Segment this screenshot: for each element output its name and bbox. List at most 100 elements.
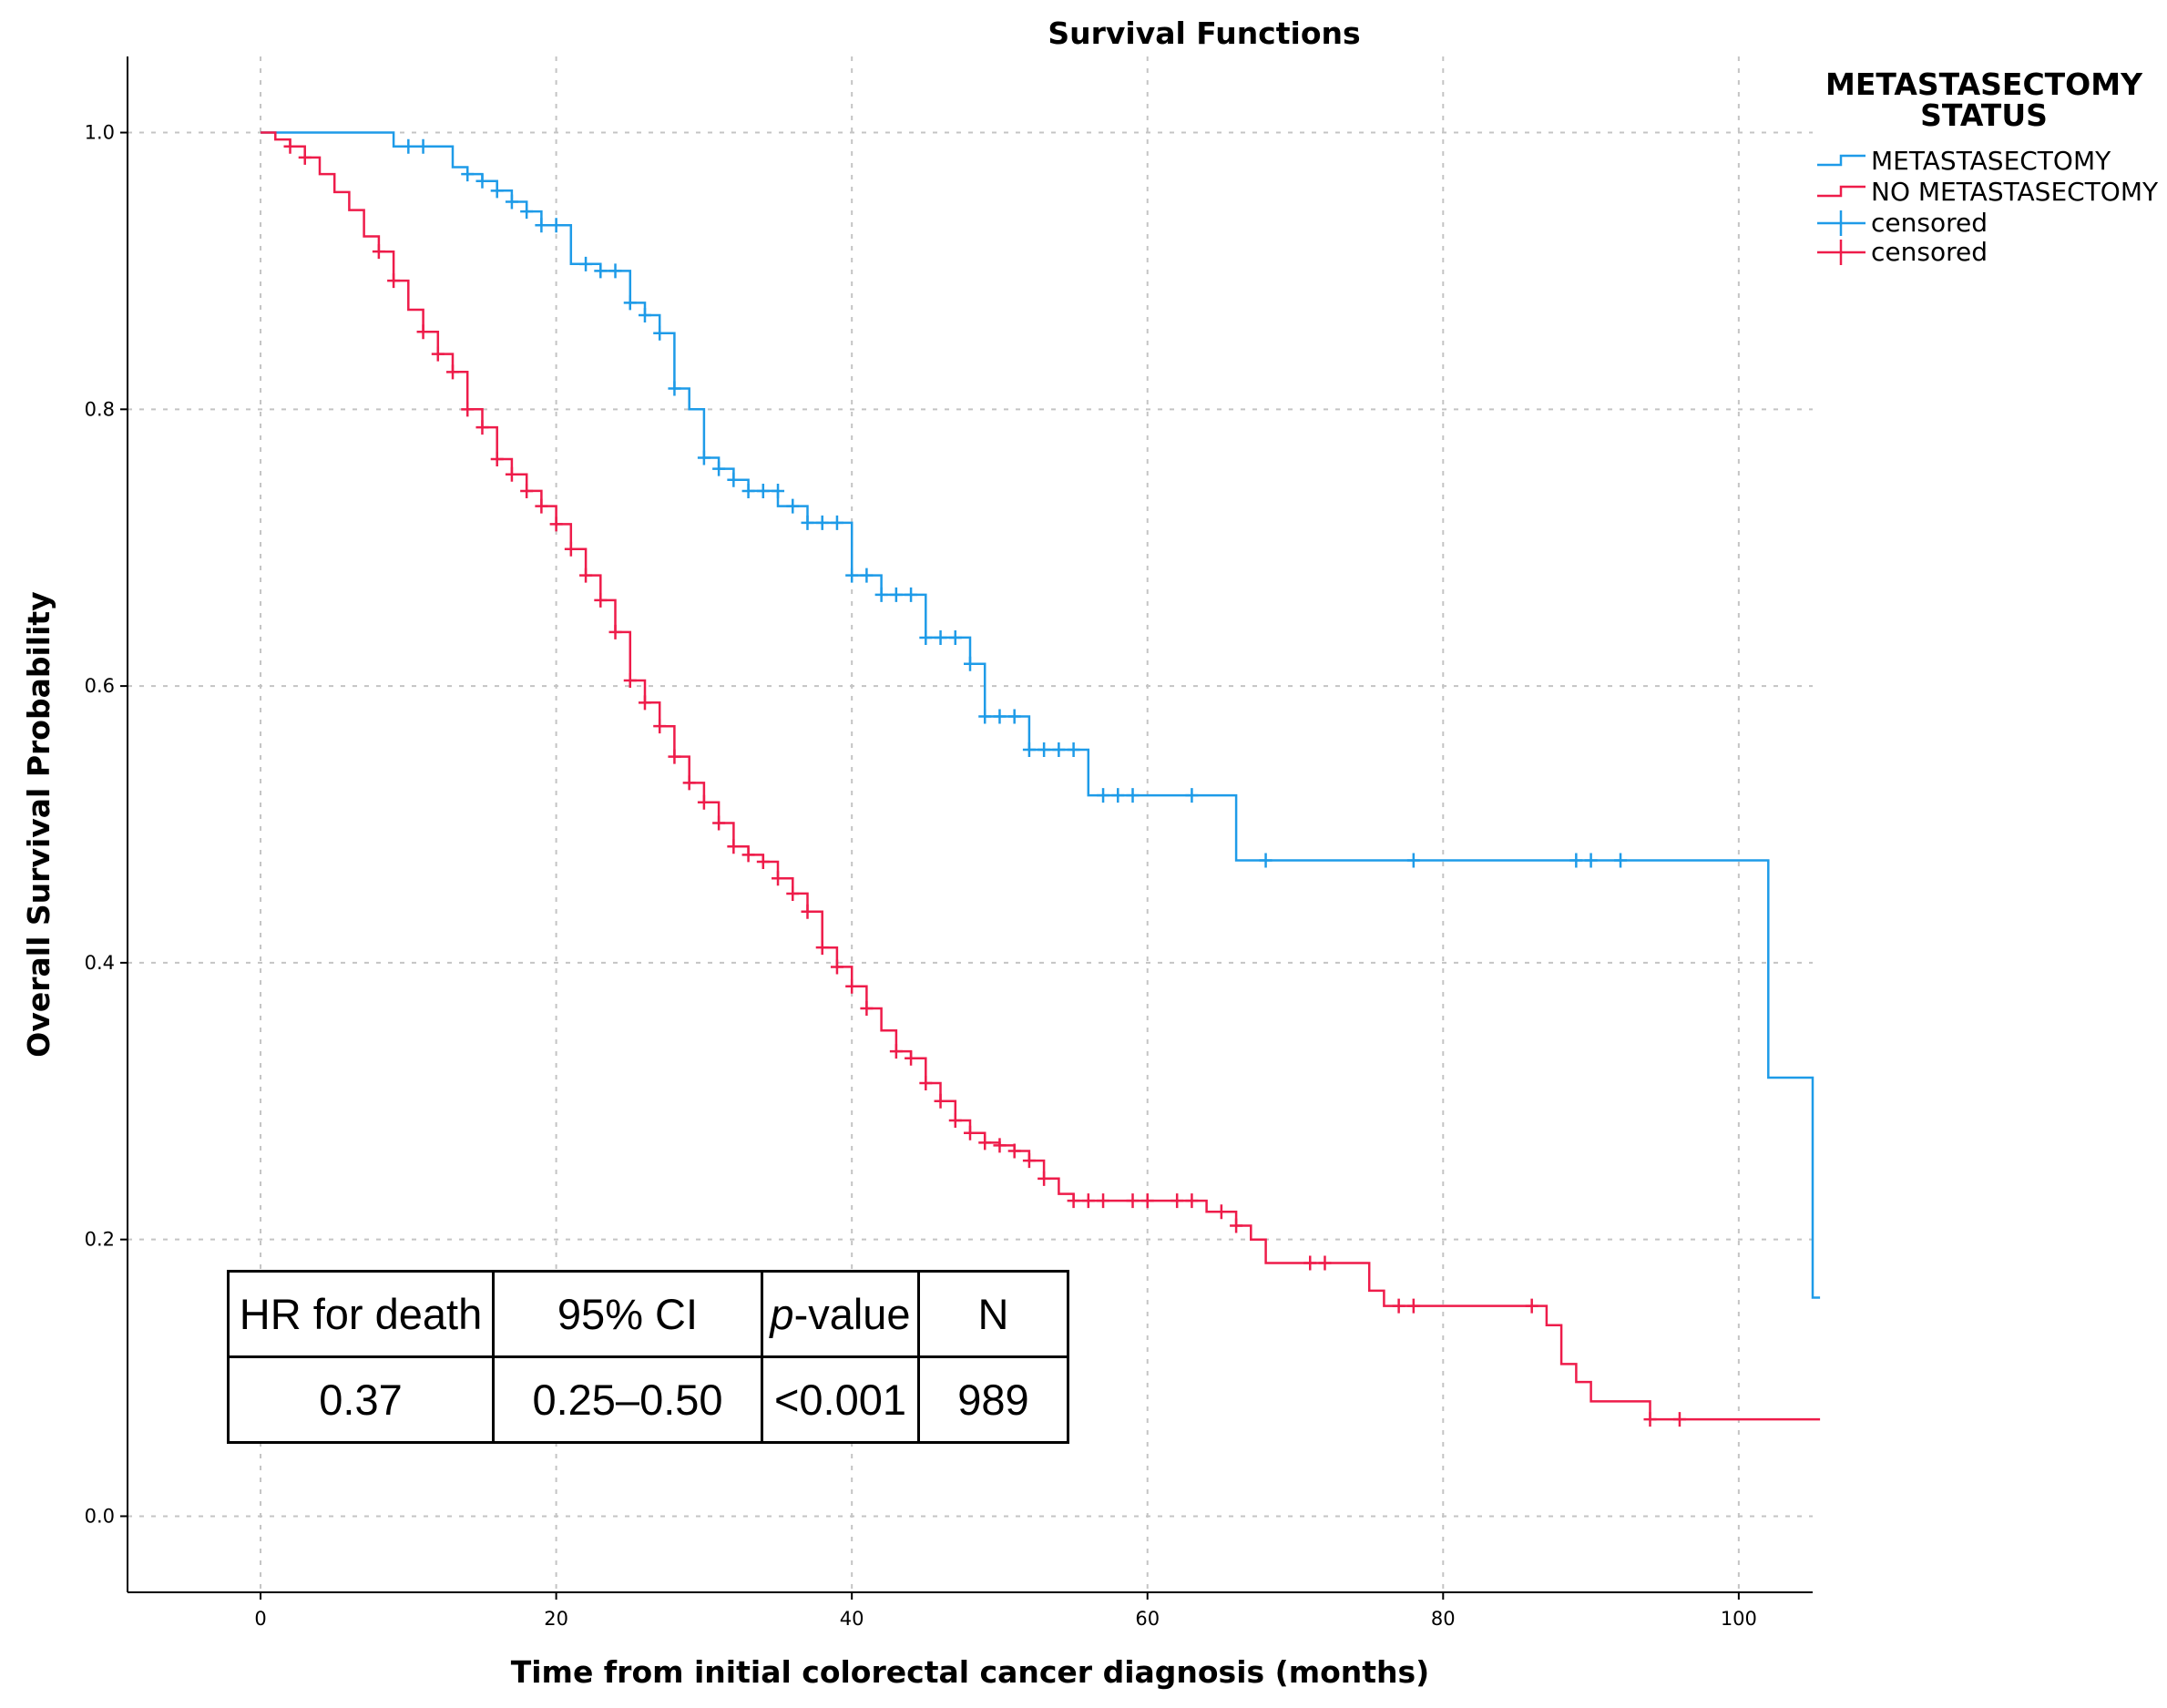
censor-mark-no-metastasectomy	[1126, 1193, 1140, 1209]
n-value-cell: 989	[917, 1355, 1069, 1444]
censor-mark-no-metastasectomy	[564, 541, 578, 557]
censor-mark-no-metastasectomy	[535, 498, 548, 514]
x-tick-label: 60	[1135, 1608, 1160, 1630]
survival-line-metastasectomy	[261, 131, 1821, 1299]
censor-mark-no-metastasectomy	[815, 940, 829, 956]
censor-mark-metastasectomy	[1038, 741, 1051, 757]
legend-label-censored-blue: censored	[1871, 208, 1988, 238]
legend-title-line1: METASTASECTOMY	[1825, 66, 2143, 102]
censor-mark-metastasectomy	[1007, 709, 1021, 724]
censor-mark-no-metastasectomy	[712, 815, 726, 831]
censor-mark-metastasectomy	[608, 263, 622, 279]
censor-mark-no-metastasectomy	[1230, 1218, 1243, 1233]
censor-mark-no-metastasectomy	[668, 749, 681, 764]
censor-mark-metastasectomy	[520, 204, 534, 220]
censor-mark-metastasectomy	[638, 308, 651, 323]
censor-mark-no-metastasectomy	[682, 775, 696, 791]
censor-mark-no-metastasectomy	[1643, 1412, 1657, 1427]
censor-mark-metastasectomy	[845, 568, 859, 583]
censor-mark-no-metastasectomy	[964, 1125, 976, 1140]
censor-mark-metastasectomy	[594, 263, 608, 279]
survival-curves	[261, 131, 1821, 1427]
hr-value-cell: 0.37	[227, 1355, 495, 1444]
censor-mark-metastasectomy	[889, 587, 903, 602]
censor-mark-no-metastasectomy	[860, 1001, 874, 1017]
censor-mark-no-metastasectomy	[934, 1093, 947, 1109]
censor-mark-no-metastasectomy	[889, 1044, 903, 1059]
censor-mark-metastasectomy	[549, 218, 563, 233]
censor-mark-metastasectomy	[772, 483, 785, 498]
axis-ticks: 0 20 40 60 80 100 0.0 0.2 0.4 0.6 0.8 1.0	[85, 122, 1757, 1630]
censor-mark-metastasectomy	[535, 218, 548, 233]
censor-mark-no-metastasectomy	[594, 592, 608, 608]
censor-mark-metastasectomy	[934, 629, 947, 645]
censor-mark-no-metastasectomy	[756, 854, 770, 870]
censor-mark-no-metastasectomy	[1067, 1193, 1080, 1209]
censor-mark-no-metastasectomy	[579, 568, 593, 583]
censor-mark-metastasectomy	[402, 138, 415, 154]
censor-mark-metastasectomy	[475, 173, 489, 189]
censor-mark-no-metastasectomy	[1007, 1143, 1021, 1159]
censor-mark-no-metastasectomy	[830, 959, 843, 975]
censor-mark-no-metastasectomy	[801, 904, 814, 919]
censor-mark-metastasectomy	[1406, 853, 1420, 868]
censor-mark-metastasectomy	[874, 587, 888, 602]
censor-mark-no-metastasectomy	[431, 346, 445, 362]
censor-mark-no-metastasectomy	[1185, 1193, 1199, 1209]
censor-mark-no-metastasectomy	[919, 1076, 933, 1091]
p-value-cell: <0.001	[761, 1355, 920, 1444]
censor-mark-metastasectomy	[668, 381, 681, 396]
censor-mark-no-metastasectomy	[446, 364, 460, 380]
censor-mark-metastasectomy	[461, 167, 475, 182]
censor-mark-no-metastasectomy	[1303, 1255, 1317, 1271]
y-tick-label: 1.0	[85, 122, 115, 144]
censor-mark-metastasectomy	[993, 709, 1007, 724]
censor-mark-metastasectomy	[756, 483, 770, 498]
censor-mark-metastasectomy	[490, 183, 504, 199]
censor-mark-no-metastasectomy	[1672, 1412, 1686, 1427]
censor-mark-no-metastasectomy	[416, 324, 430, 340]
legend-symbol-censored-red	[1817, 240, 1865, 265]
x-tick-label: 80	[1431, 1608, 1456, 1630]
x-tick-label: 0	[254, 1608, 266, 1630]
censor-mark-no-metastasectomy	[461, 402, 475, 417]
censor-mark-no-metastasectomy	[845, 978, 859, 994]
censor-mark-no-metastasectomy	[948, 1113, 962, 1129]
censor-mark-no-metastasectomy	[1406, 1298, 1420, 1314]
ci-header-cell: 95% CI	[492, 1270, 763, 1358]
legend-label-censored-red: censored	[1871, 237, 1988, 267]
hr-table-header-row: HR for death 95% CI p-value N	[227, 1270, 1069, 1358]
censor-mark-metastasectomy	[505, 194, 518, 210]
censor-mark-no-metastasectomy	[1318, 1255, 1332, 1271]
censor-mark-metastasectomy	[1614, 853, 1628, 868]
legend-symbol-censored-blue	[1817, 210, 1865, 236]
p-value-header-cell: p-value	[761, 1270, 920, 1358]
censor-mark-no-metastasectomy	[1170, 1193, 1184, 1209]
hr-table-value-row: 0.37 0.25–0.50 <0.001 989	[227, 1355, 1069, 1444]
chart-title: Survival Functions	[1048, 15, 1360, 51]
hazard-ratio-table: HR for death 95% CI p-value N 0.37 0.25–…	[227, 1270, 1069, 1444]
censor-mark-metastasectomy	[653, 325, 667, 341]
censor-mark-no-metastasectomy	[786, 885, 800, 901]
x-tick-label: 20	[544, 1608, 568, 1630]
censor-mark-no-metastasectomy	[978, 1135, 992, 1151]
legend-symbol-metastasectomy-step	[1817, 154, 1865, 167]
censor-mark-no-metastasectomy	[993, 1138, 1007, 1153]
legend: METASTASECTOMY STATUS METASTASECTOMY NO …	[1817, 66, 2159, 267]
censor-mark-metastasectomy	[1259, 853, 1273, 868]
censor-mark-metastasectomy	[801, 515, 814, 530]
censor-mark-no-metastasectomy	[490, 452, 504, 467]
y-tick-label: 0.2	[85, 1229, 115, 1251]
censor-mark-metastasectomy	[1185, 788, 1199, 803]
censor-mark-no-metastasectomy	[1022, 1153, 1036, 1169]
p-value-header-suffix: -value	[793, 1290, 911, 1338]
censor-mark-no-metastasectomy	[608, 624, 622, 639]
censor-mark-no-metastasectomy	[727, 839, 741, 854]
censor-mark-metastasectomy	[1022, 741, 1036, 757]
censor-mark-metastasectomy	[978, 709, 992, 724]
y-tick-label: 0.4	[85, 952, 115, 974]
censor-mark-metastasectomy	[1067, 741, 1080, 757]
censor-mark-no-metastasectomy	[1392, 1298, 1405, 1314]
censor-mark-no-metastasectomy	[1214, 1204, 1228, 1220]
